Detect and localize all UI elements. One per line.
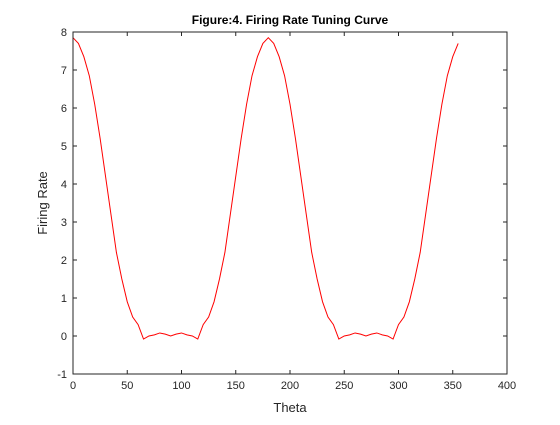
x-tick-label: 250: [335, 380, 353, 392]
x-tick-label: 0: [70, 380, 76, 392]
y-axis-label: Firing Rate: [35, 171, 50, 235]
y-tick-label: -1: [57, 369, 67, 381]
series-line-0: [72, 36, 459, 340]
y-tick-label: 8: [61, 27, 67, 39]
x-tick-label: 400: [498, 380, 516, 392]
chart-title: Figure:4. Firing Rate Tuning Curve: [192, 13, 389, 27]
x-axis-label: Theta: [273, 400, 307, 415]
x-tick-label: 200: [281, 380, 299, 392]
x-tick-label: 150: [227, 380, 245, 392]
y-tick-label: 6: [61, 103, 67, 115]
x-tick-label: 50: [121, 380, 133, 392]
axes-box: [72, 31, 508, 375]
x-tick-label: 100: [172, 380, 190, 392]
y-tick-label: 5: [61, 141, 67, 153]
data-layer: [72, 36, 459, 340]
y-tick-label: 7: [61, 65, 67, 77]
y-tick-label: 3: [61, 217, 67, 229]
plot-background: [73, 32, 507, 374]
y-tick-label: 1: [61, 293, 67, 305]
y-tick-label: 0: [61, 331, 67, 343]
y-tick-label: 4: [61, 179, 67, 191]
x-tick-label: 300: [389, 380, 407, 392]
y-tick-label: 2: [61, 255, 67, 267]
x-tick-label: 350: [444, 380, 462, 392]
